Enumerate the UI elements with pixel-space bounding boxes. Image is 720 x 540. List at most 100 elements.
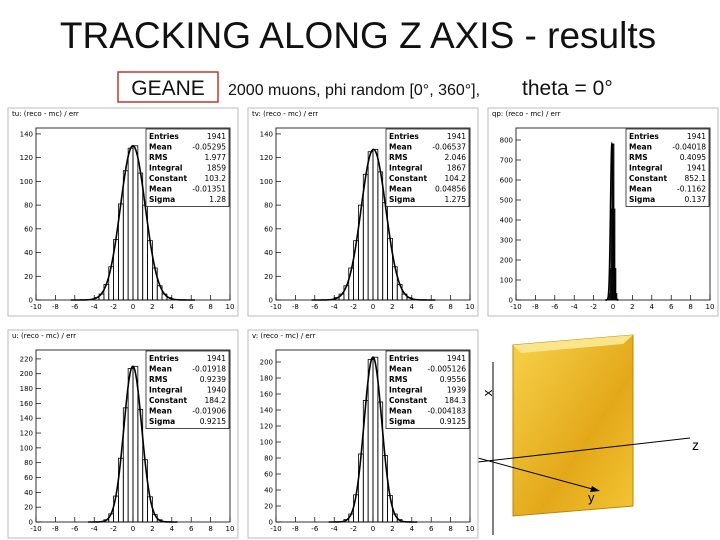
- stats-name: RMS: [389, 153, 408, 162]
- y-axis: [477, 457, 597, 491]
- x-tick-label: 6: [429, 303, 434, 311]
- x-tick-label: 8: [448, 303, 452, 311]
- stats-value: 0.9239: [200, 375, 226, 384]
- y-tick-label: 0: [29, 519, 33, 527]
- panel-title: tv: (reco - mc) / err: [252, 110, 318, 118]
- stats-value: 0.4095: [680, 153, 706, 162]
- histogram-panel: tv: (reco - mc) / err020406080100120140-…: [247, 107, 479, 317]
- stats-name: Integral: [389, 164, 423, 173]
- histogram-panel: qp: (reco - mc) / err0100200300400500600…: [487, 107, 719, 317]
- y-tick-label: 200: [500, 257, 513, 265]
- stats-box: [625, 128, 710, 207]
- stats-name: Mean: [149, 185, 172, 194]
- axes-diagram: x z y: [477, 334, 699, 535]
- z-label: z: [692, 437, 699, 453]
- x-tick-label: -10: [270, 525, 281, 533]
- histogram-panel: v: (reco - mc) / err02040608010012014016…: [247, 329, 479, 539]
- y-tick-label: 200: [20, 370, 33, 378]
- stats-value: 1939: [447, 386, 466, 395]
- stats-name: Mean: [389, 185, 412, 194]
- stats-name: Sigma: [149, 417, 175, 426]
- stats-name: Constant: [389, 396, 427, 405]
- stats-value: 852.1: [685, 174, 707, 183]
- y-tick-label: 0: [269, 519, 273, 527]
- y-tick-label: 800: [500, 137, 513, 145]
- stats-value: 0.9556: [440, 375, 466, 384]
- plane-bevel: [513, 335, 633, 353]
- x-tick-label: -2: [350, 303, 357, 311]
- stats-value: -0.004183: [428, 407, 467, 416]
- stats-value: 0.9215: [200, 417, 226, 426]
- stats-value: 1941: [207, 354, 226, 363]
- stats-value: -0.05295: [192, 143, 226, 152]
- stats-value: 1940: [207, 386, 226, 395]
- y-tick-label: 20: [264, 273, 273, 281]
- stats-name: Entries: [149, 132, 179, 141]
- stats-value: -0.005126: [428, 365, 467, 374]
- stats-name: Sigma: [149, 195, 175, 204]
- stats-name: Sigma: [389, 417, 415, 426]
- stats-name: Integral: [149, 164, 183, 173]
- stats-name: Sigma: [629, 195, 655, 204]
- panel-title: u: (reco - mc) / err: [12, 332, 76, 340]
- y-tick-label: 140: [20, 130, 33, 138]
- y-tick-label: 100: [20, 178, 33, 186]
- stats-name: RMS: [149, 153, 168, 162]
- fit-curve: [70, 144, 195, 301]
- tag-box: [117, 71, 219, 103]
- x-tick-label: -8: [532, 303, 539, 311]
- stats-value: 104.2: [445, 174, 467, 183]
- y-tick-label: 60: [264, 471, 273, 479]
- y-tick-label: 120: [260, 423, 273, 431]
- y-tick-label: 100: [20, 444, 33, 452]
- y-tick-label: 0: [509, 297, 513, 305]
- stats-value: 1.275: [445, 195, 467, 204]
- x-tick-label: 8: [688, 303, 692, 311]
- stats-name: Integral: [629, 164, 663, 173]
- stats-value: 1.28: [209, 195, 226, 204]
- x-tick-label: -6: [71, 525, 79, 533]
- stats-name: Mean: [629, 143, 652, 152]
- x-tick-label: -2: [110, 525, 117, 533]
- stats-name: Entries: [629, 132, 659, 141]
- x-tick-label: -8: [52, 303, 59, 311]
- y-tick-label: 80: [24, 202, 33, 210]
- tag: GEANE: [131, 77, 205, 100]
- y-tick-label: 40: [24, 249, 33, 257]
- y-tick-label: 20: [24, 504, 33, 512]
- y-tick-label: 180: [260, 375, 273, 383]
- panel-title: qp: (reco - mc) / err: [492, 110, 561, 118]
- x-tick-label: -2: [590, 303, 597, 311]
- y-tick-label: 500: [500, 197, 513, 205]
- panel-title: v: (reco - mc) / err: [252, 332, 315, 340]
- y-tick-label: 20: [264, 503, 273, 511]
- x-tick-label: -4: [91, 525, 99, 533]
- x-tick-label: 8: [208, 525, 212, 533]
- y-tick-label: 120: [260, 154, 273, 162]
- y-tick-label: 120: [20, 430, 33, 438]
- y-tick-label: 40: [24, 489, 33, 497]
- stats-value: -0.01351: [192, 185, 226, 194]
- x-tick-label: 10: [466, 525, 475, 533]
- y-tick-label: 160: [260, 391, 273, 399]
- stats-value: 103.2: [205, 174, 227, 183]
- x-tick-label: 6: [429, 525, 434, 533]
- x-tick-label: -8: [292, 525, 299, 533]
- x-tick-label: 0: [131, 525, 135, 533]
- stats-name: Mean: [389, 407, 412, 416]
- stats-value: 1867: [447, 164, 466, 173]
- x-tick-label: 2: [150, 303, 154, 311]
- fit-curve: [311, 148, 436, 301]
- stats-value: 0.9125: [440, 417, 466, 426]
- stats-name: RMS: [389, 375, 408, 384]
- y-arrow: [590, 486, 600, 492]
- x-tick-label: 2: [390, 525, 394, 533]
- x-tick-label: 8: [448, 525, 452, 533]
- x-tick-label: 6: [189, 303, 194, 311]
- y-tick-label: 180: [20, 385, 33, 393]
- stats-value: -0.04018: [672, 143, 706, 152]
- y-tick-label: 0: [269, 297, 273, 305]
- fit-curve: [88, 365, 178, 523]
- x-label: x: [480, 389, 495, 396]
- stats-name: Mean: [149, 365, 172, 374]
